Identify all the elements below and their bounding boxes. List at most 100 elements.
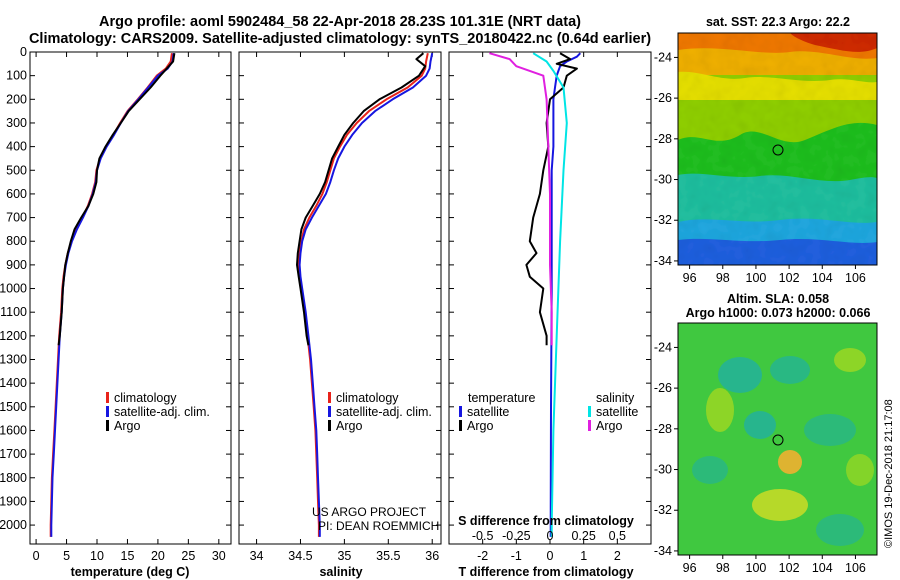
project-note-line1: US ARGO PROJECT <box>312 505 427 519</box>
copyright-stamp: ©IMOS 19-Dec-2018 21:17:08 <box>883 399 895 548</box>
series-line <box>50 53 175 537</box>
lat-tick-label: -32 <box>654 213 672 227</box>
y-tick-label: 1800 <box>0 471 27 485</box>
x-tick-label: 30 <box>212 549 226 563</box>
y-tick-label: 1100 <box>0 305 27 319</box>
x-tick-label: -2 <box>477 549 488 563</box>
lon-tick-label: 102 <box>779 271 800 285</box>
sla-map-title-line2: Argo h1000: 0.073 h2000: 0.066 <box>686 306 871 320</box>
legend-label-satellite-adj: satellite-adj. clim. <box>114 405 210 419</box>
y-tick-label: 1000 <box>0 282 27 296</box>
sst-band-red <box>790 33 877 52</box>
legend-swatch-climatology <box>328 392 331 403</box>
salinity-xlabel: salinity <box>319 565 362 579</box>
sla-map <box>678 323 877 555</box>
lon-tick-label: 104 <box>812 271 833 285</box>
legend-label-sal-satellite: satellite <box>596 405 638 419</box>
s-tick-label: -0.5 <box>472 529 494 543</box>
y-tick-label: 1500 <box>0 400 27 414</box>
x-tick-label: 35.5 <box>376 549 400 563</box>
x-tick-label: 35 <box>337 549 351 563</box>
x-tick-label: 0 <box>33 549 40 563</box>
x-tick-label: 36 <box>425 549 439 563</box>
series-line <box>49 53 173 537</box>
sla-eddy <box>692 456 728 484</box>
series-line <box>532 52 568 537</box>
plot-frame <box>238 51 442 545</box>
difference-panel: -2 -1 0 1 2 <box>448 51 652 563</box>
lon-tick-label: 98 <box>716 271 730 285</box>
lon-tick-label: 100 <box>746 561 767 575</box>
sla-ridge <box>706 388 734 432</box>
legend-label-climatology: climatology <box>114 391 177 405</box>
sst-map-axes: -24 -26 -28 -30 -32 -34 96 98 100 102 104 106 <box>654 50 866 285</box>
sla-map-frame <box>677 322 878 556</box>
legend-swatch-sal-argo <box>588 420 591 431</box>
sla-map-title-line1: Altim. SLA: 0.058 <box>727 292 829 306</box>
lon-tick-label: 98 <box>716 561 730 575</box>
sst-argo-location-marker <box>772 144 784 156</box>
series-line <box>489 52 553 346</box>
lat-tick-label: -30 <box>654 463 672 477</box>
x-tick-label: 34 <box>250 549 264 563</box>
sla-map-axes: -24 -26 -28 -30 -32 -34 96 98 100 102 104 106 <box>654 340 866 575</box>
x-tick-label: 1 <box>580 549 587 563</box>
y-tick-label: 1900 <box>0 494 27 508</box>
project-note-line2: PI: DEAN ROEMMICH <box>318 519 439 533</box>
lat-tick-label: -28 <box>654 132 672 146</box>
x-tick-label: 5 <box>63 549 70 563</box>
figure-title-line2: Climatology: CARS2009. Satellite-adjuste… <box>29 31 651 47</box>
y-tick-label: 500 <box>6 163 27 177</box>
x-tick-label: 34.5 <box>288 549 312 563</box>
sst-band-yellow <box>678 71 877 100</box>
lon-tick-label: 100 <box>746 271 767 285</box>
legend-label-climatology: climatology <box>336 391 399 405</box>
legend-label-sal-argo: Argo <box>596 419 622 433</box>
s-tick-label: -0.25 <box>502 529 531 543</box>
series-line <box>296 52 427 346</box>
lat-tick-label: -26 <box>654 381 672 395</box>
y-tick-label: 1300 <box>0 353 27 367</box>
x-tick-label: 20 <box>151 549 165 563</box>
legend-swatch-sal-satellite <box>588 406 591 417</box>
y-tick-label: 900 <box>6 258 27 272</box>
y-tick-label: 1600 <box>0 423 27 437</box>
legend-label-argo: Argo <box>114 419 140 433</box>
y-tick-label: 700 <box>6 211 27 225</box>
lat-tick-label: -26 <box>654 91 672 105</box>
y-tick-label: 0 <box>20 45 27 59</box>
temperature-legend: climatology satellite-adj. clim. Argo <box>106 391 210 433</box>
legend-label-temp-argo: Argo <box>467 419 493 433</box>
y-tick-label: 2000 <box>0 518 27 532</box>
legend-swatch-temp-argo <box>459 420 462 431</box>
x-tick-label: -1 <box>511 549 522 563</box>
legend-swatch-argo <box>106 420 109 431</box>
y-tick-label: 400 <box>6 140 27 154</box>
x-tick-label: 25 <box>181 549 195 563</box>
legend-swatch-argo <box>328 420 331 431</box>
sla-eddy <box>816 514 864 546</box>
figure-title-line1: Argo profile: aoml 5902484_58 22-Apr-201… <box>99 14 581 30</box>
lat-tick-label: -32 <box>654 503 672 517</box>
s-difference-label: S difference from climatology <box>458 514 634 528</box>
y-tick-label: 1700 <box>0 447 27 461</box>
lon-tick-label: 96 <box>683 561 697 575</box>
legend-swatch-satellite-adj <box>328 406 331 417</box>
legend-title-salinity: salinity <box>596 391 635 405</box>
y-tick-label: 300 <box>6 116 27 130</box>
y-tick-label: 800 <box>6 234 27 248</box>
sst-map-title: sat. SST: 22.3 Argo: 22.2 <box>706 15 850 29</box>
y-tick-label: 1400 <box>0 376 27 390</box>
sst-map-frame <box>677 32 878 266</box>
sla-eddy <box>804 414 856 446</box>
legend-label-temp-satellite: satellite <box>467 405 509 419</box>
sla-eddy <box>770 356 810 384</box>
lat-tick-label: -30 <box>654 173 672 187</box>
s-tick-label: 0.25 <box>571 529 595 543</box>
salinity-legend: climatology satellite-adj. clim. Argo <box>328 391 432 433</box>
y-tick-label: 1200 <box>0 329 27 343</box>
lon-tick-label: 104 <box>812 561 833 575</box>
temperature-panel: 0100200300400500600700800900100011001200… <box>0 45 232 563</box>
legend-swatch-climatology <box>106 392 109 403</box>
x-tick-label: 0 <box>547 549 554 563</box>
